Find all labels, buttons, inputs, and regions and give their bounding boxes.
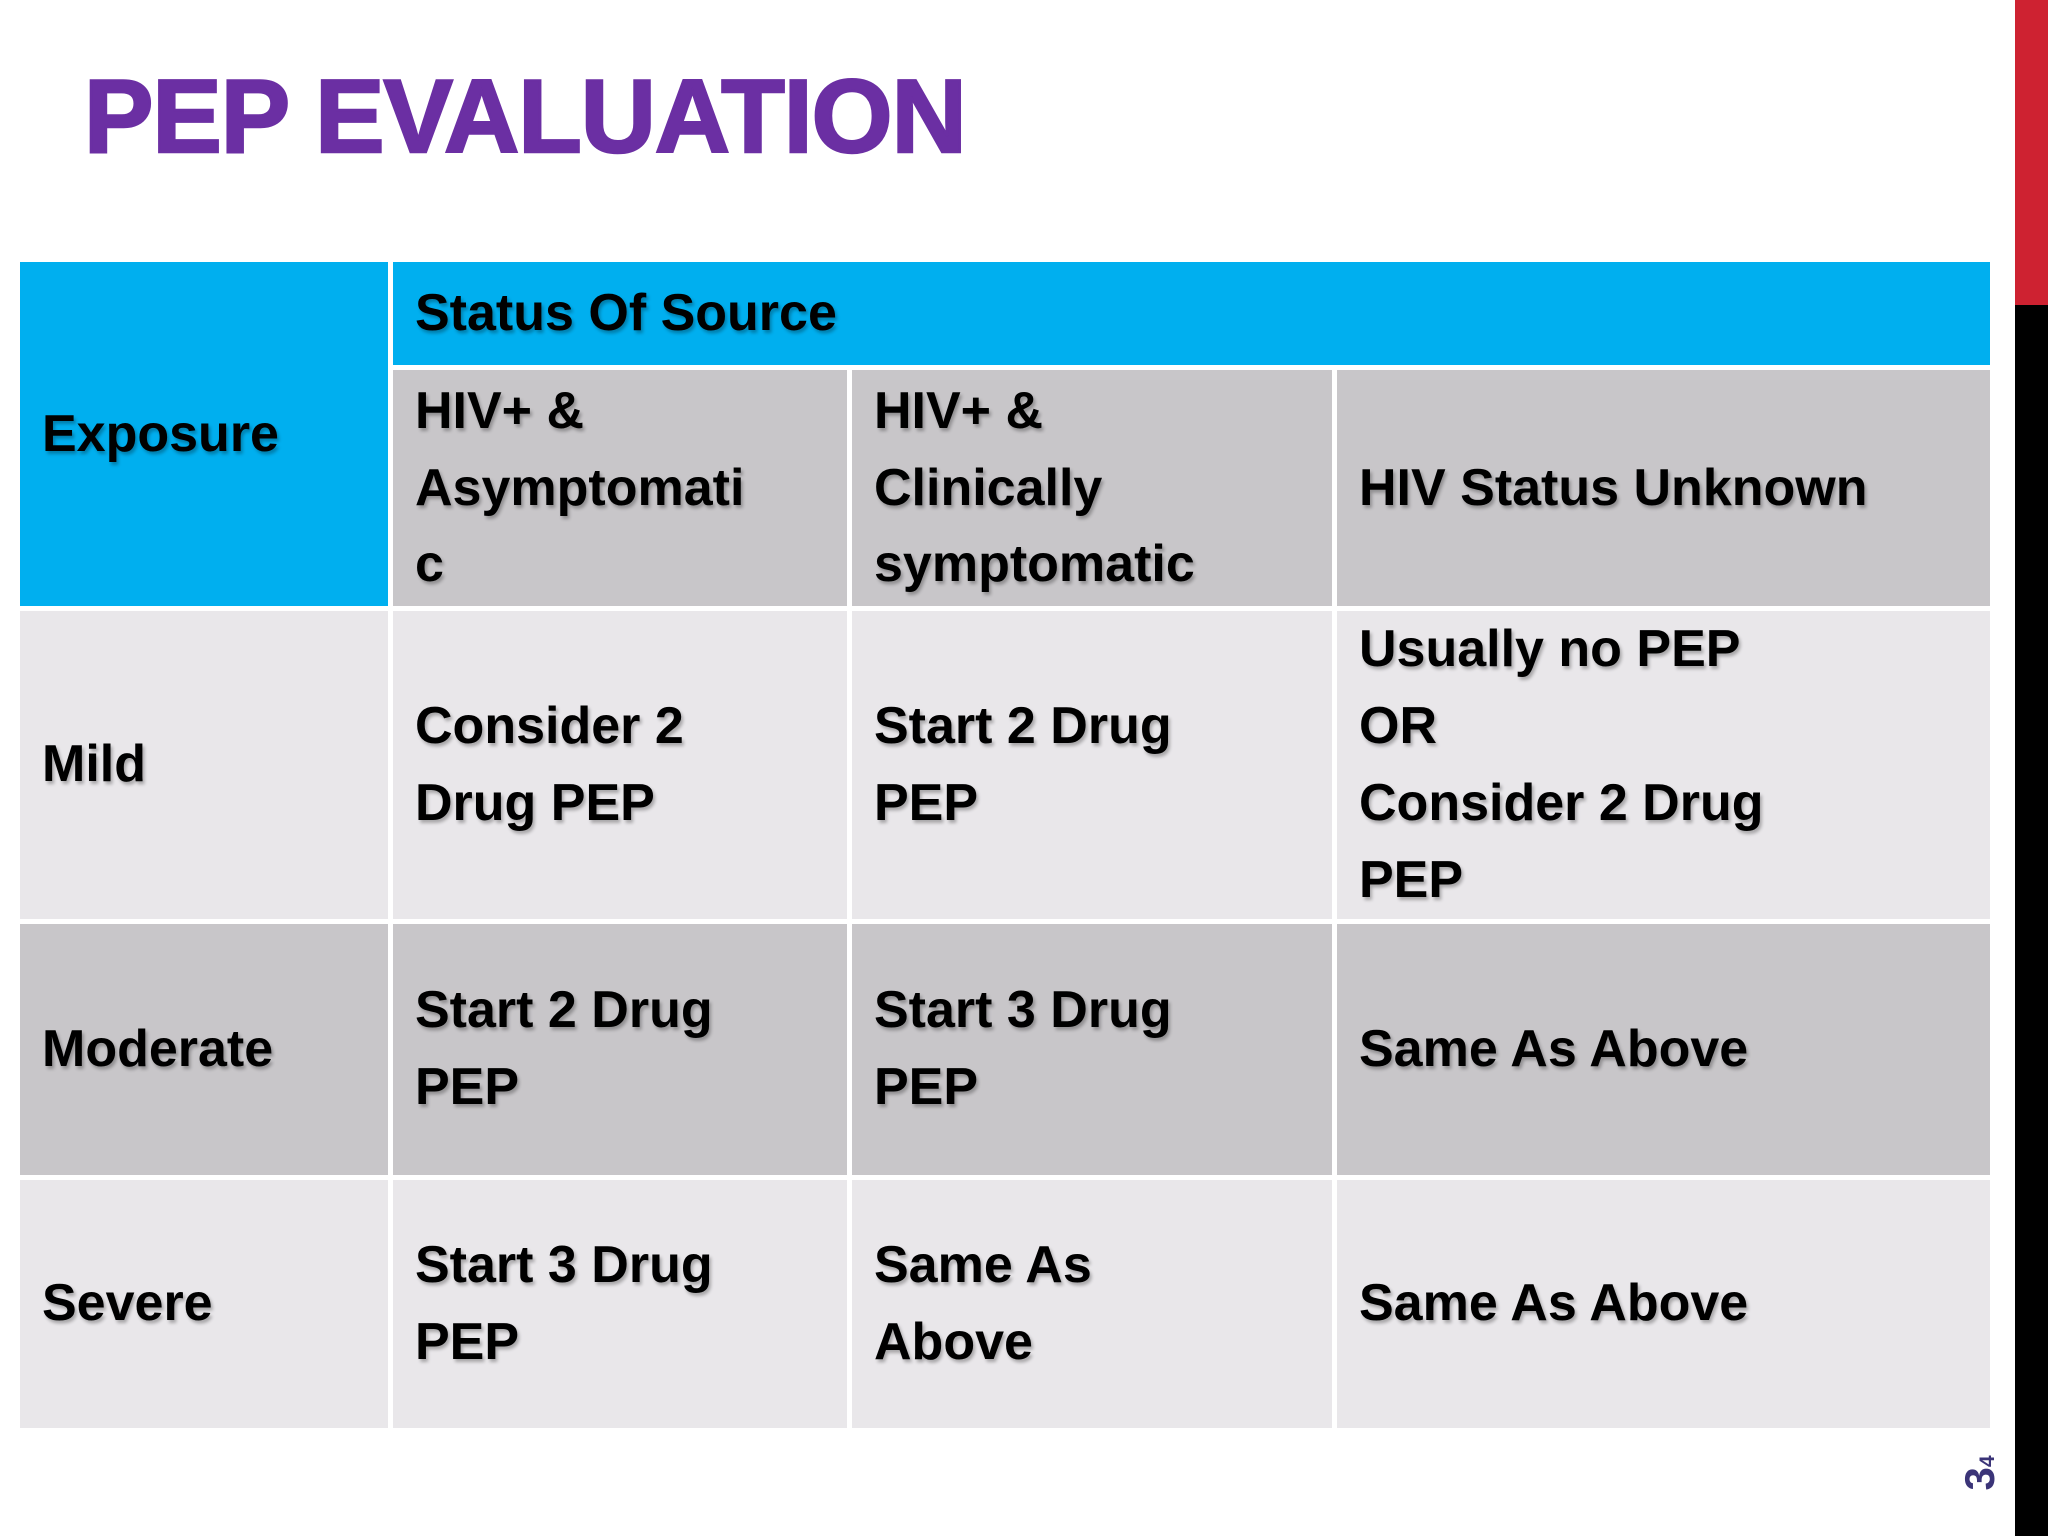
subheader-cell-hiv-unknown: HIV Status Unknown	[1337, 370, 1996, 611]
edge-bar-red	[2015, 0, 2048, 305]
edge-bar-black	[2015, 305, 2048, 1536]
pep-evaluation-table: Exposure Status Of Source HIV+ & Asympto…	[20, 262, 1996, 1433]
cell-moderate-asymptomatic: Start 2 Drug PEP	[393, 923, 852, 1180]
table-row-severe: Severe Start 3 Drug PEP Same As Above Sa…	[20, 1179, 1996, 1433]
table-header-row: Exposure Status Of Source	[20, 262, 1996, 611]
cell-moderate-symptomatic: Start 3 Drug PEP	[852, 923, 1337, 1180]
cell-mild-asymptomatic: Consider 2 Drug PEP	[393, 611, 852, 924]
table-subheader-row: HIV+ & Asymptomati c HIV+ & Clinically s…	[20, 370, 1996, 611]
cell-mild-unknown: Usually no PEP OR Consider 2 Drug PEP	[1337, 611, 1996, 924]
row-label-moderate: Moderate	[20, 923, 393, 1180]
header-cell-exposure: Exposure	[20, 262, 393, 611]
cell-severe-asymptomatic: Start 3 Drug PEP	[393, 1179, 852, 1433]
header-cell-status-of-source: Status Of Source	[393, 262, 1996, 370]
row-label-mild: Mild	[20, 611, 393, 924]
cell-severe-symptomatic: Same As Above	[852, 1179, 1337, 1433]
table-row-moderate: Moderate Start 2 Drug PEP Start 3 Drug P…	[20, 923, 1996, 1180]
row-label-severe: Severe	[20, 1179, 393, 1433]
cell-mild-symptomatic: Start 2 Drug PEP	[852, 611, 1337, 924]
slide-title: PEP EVALUATION	[83, 58, 968, 177]
subheader-cell-hiv-asymptomatic: HIV+ & Asymptomati c	[393, 370, 852, 611]
page-number-large-digit: 3	[1956, 1467, 2003, 1491]
cell-moderate-unknown: Same As Above	[1337, 923, 1996, 1180]
subheader-cell-hiv-symptomatic: HIV+ & Clinically symptomatic	[852, 370, 1337, 611]
page-number-small-digit: 4	[1976, 1455, 1999, 1468]
table-row-mild: Mild Consider 2 Drug PEP Start 2 Drug PE…	[20, 611, 1996, 924]
cell-severe-unknown: Same As Above	[1337, 1179, 1996, 1433]
